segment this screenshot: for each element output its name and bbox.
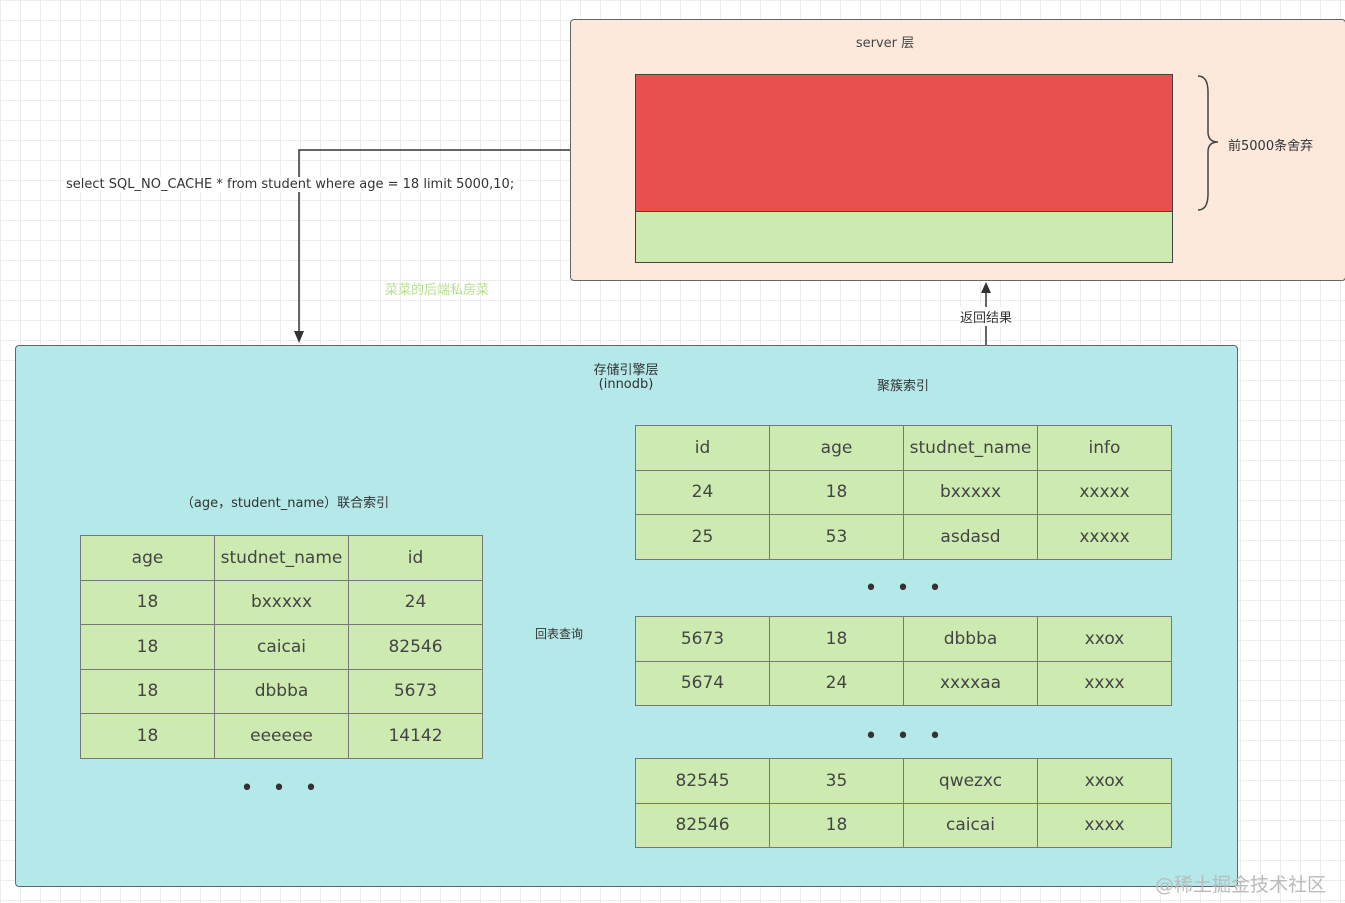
- return-result-label: 返回结果: [959, 307, 1013, 326]
- query-arrowhead: [294, 331, 304, 343]
- server-layer-title: server 层: [855, 36, 915, 51]
- kept-rows-block: [635, 211, 1173, 263]
- cell: 82546: [635, 802, 770, 848]
- table-header: id age studnet_name info: [635, 425, 1172, 471]
- cell: xxox: [1037, 616, 1172, 662]
- clustered-index-table-3: 82545 35 qwezxc xxox 82546 18 caicai xxxx: [635, 758, 1172, 848]
- table-row: 18 bxxxxx 24: [80, 579, 483, 625]
- cell: dbbba: [903, 616, 1038, 662]
- table-header: age studnet_name id: [80, 535, 483, 581]
- clustered-index-table-2: 5673 18 dbbba xxox 5674 24 xxxxaa xxxx: [635, 616, 1172, 706]
- table-row: 18 eeeeee 14142: [80, 713, 483, 759]
- header-cell: info: [1037, 425, 1172, 471]
- cell: xxxxx: [1037, 514, 1172, 560]
- cell: dbbba: [214, 668, 349, 714]
- cell: 82545: [635, 758, 770, 804]
- cell: xxox: [1037, 758, 1172, 804]
- header-cell: studnet_name: [903, 425, 1038, 471]
- storage-title: 存储引擎层: [593, 363, 659, 378]
- cell: asdasd: [903, 514, 1038, 560]
- author-watermark: 菜菜的后端私房菜: [385, 283, 490, 298]
- table-row: 18 dbbba 5673: [80, 668, 483, 714]
- table-row: 24 18 bxxxxx xxxxx: [635, 469, 1172, 515]
- cell: 14142: [348, 713, 483, 759]
- cell: 18: [80, 624, 215, 670]
- cell: caicai: [214, 624, 349, 670]
- cell: 24: [769, 660, 904, 706]
- site-watermark: @稀土掘金技术社区: [1155, 874, 1327, 896]
- header-cell: id: [348, 535, 483, 581]
- cell: xxxx: [1037, 660, 1172, 706]
- table-row: 82545 35 qwezxc xxox: [635, 758, 1172, 804]
- brace-label: 前5000条舍弃: [1228, 139, 1314, 154]
- header-cell: id: [635, 425, 770, 471]
- return-arrowhead: [981, 282, 991, 293]
- cell: xxxx: [1037, 802, 1172, 848]
- cell: 5674: [635, 660, 770, 706]
- cell: bxxxxx: [214, 579, 349, 625]
- cell: xxxxx: [1037, 469, 1172, 515]
- header-cell: age: [769, 425, 904, 471]
- cell: bxxxxx: [903, 469, 1038, 515]
- sql-query: select SQL_NO_CACHE * from student where…: [64, 177, 517, 192]
- query-arrow: [298, 149, 570, 332]
- lookup-label: 回表查询: [535, 627, 584, 641]
- table-row: 18 caicai 82546: [80, 624, 483, 670]
- cell: 53: [769, 514, 904, 560]
- cell: 18: [769, 802, 904, 848]
- cell: 24: [348, 579, 483, 625]
- table-row: 82546 18 caicai xxxx: [635, 802, 1172, 848]
- ellipsis: • • •: [864, 724, 948, 749]
- ellipsis: • • •: [864, 576, 948, 601]
- table-row: 5674 24 xxxxaa xxxx: [635, 660, 1172, 706]
- cell: qwezxc: [903, 758, 1038, 804]
- cell: 5673: [348, 668, 483, 714]
- clustered-index-table-1: id age studnet_name info 24 18 bxxxxx xxxxx 25…: [635, 425, 1172, 560]
- ellipsis: • • •: [240, 776, 324, 801]
- table-row: 5673 18 dbbba xxox: [635, 616, 1172, 662]
- storage-subtitle: (innodb): [598, 377, 654, 392]
- cell: 24: [635, 469, 770, 515]
- cell: 18: [769, 616, 904, 662]
- cell: 82546: [348, 624, 483, 670]
- cell: 35: [769, 758, 904, 804]
- header-cell: studnet_name: [214, 535, 349, 581]
- clustered-index-label: 聚簇索引: [876, 379, 930, 394]
- cell: eeeeee: [214, 713, 349, 759]
- table-row: 25 53 asdasd xxxxx: [635, 514, 1172, 560]
- cell: 18: [80, 579, 215, 625]
- brace-icon: [1197, 75, 1219, 211]
- header-cell: age: [80, 535, 215, 581]
- discarded-rows-block: [635, 74, 1173, 212]
- cell: 5673: [635, 616, 770, 662]
- composite-index-table: age studnet_name id 18 bxxxxx 24 18 caicai 825…: [80, 535, 483, 759]
- cell: 18: [80, 668, 215, 714]
- cell: 25: [635, 514, 770, 560]
- composite-index-label: （age，student_name）联合索引: [180, 496, 390, 511]
- cell: 18: [769, 469, 904, 515]
- cell: xxxxaa: [903, 660, 1038, 706]
- cell: 18: [80, 713, 215, 759]
- cell: caicai: [903, 802, 1038, 848]
